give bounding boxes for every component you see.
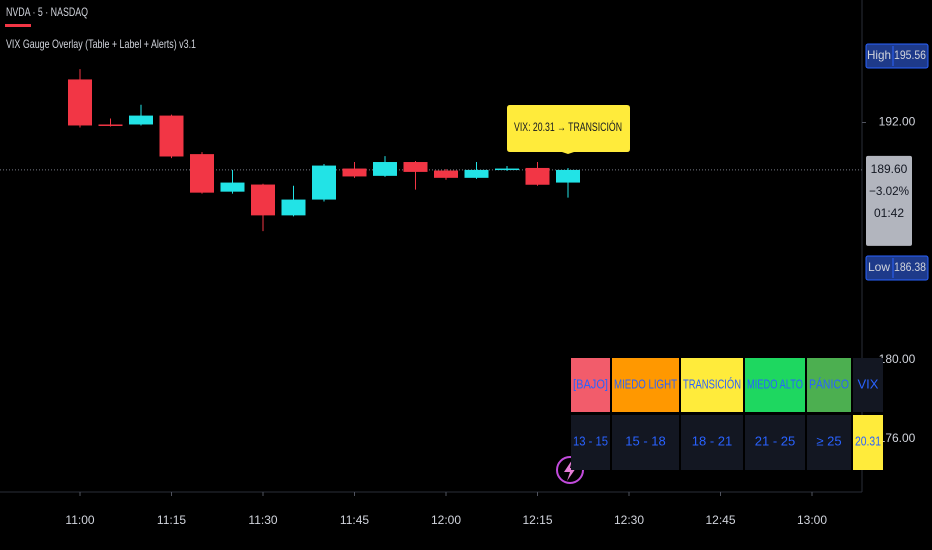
candle-body — [525, 167, 550, 185]
last-price-box — [866, 155, 912, 246]
candle-body — [68, 79, 92, 126]
candle-body — [464, 169, 489, 178]
low-value: 186.38 — [894, 260, 926, 274]
annotation-bubble — [507, 105, 630, 154]
bolt — [564, 460, 576, 481]
high-label-box — [865, 43, 929, 69]
table-cell — [745, 415, 805, 470]
table-cell-text: 15 - 18 — [625, 433, 665, 448]
table-cell-text: 18 - 21 — [692, 433, 732, 448]
indicator-name: VIX Gauge Overlay (Table + Label + Alert… — [6, 37, 196, 51]
x-tick-label: 11:15 — [157, 513, 186, 527]
last-price-change: −3.02% — [869, 184, 909, 198]
x-tick-label: 11:45 — [340, 513, 369, 527]
x-tick-label: 12:45 — [705, 513, 735, 527]
candle-body — [403, 162, 428, 172]
annotation-text: VIX: 20.31 → TRANSICIÓN — [514, 119, 622, 134]
x-tick-label: 12:00 — [431, 513, 461, 527]
symbol: NVDA · 5 · NASDAQ — [6, 5, 88, 19]
table-cell — [681, 415, 743, 470]
x-tick-label: 12:15 — [522, 513, 552, 527]
candle-body — [556, 169, 580, 183]
table-cell — [612, 415, 679, 470]
candle-body — [342, 168, 367, 177]
table-header-text: VIX — [858, 376, 879, 391]
table-header-cell — [745, 358, 805, 412]
low-name: Low — [868, 260, 890, 274]
candle-body — [312, 165, 336, 200]
candle-body — [190, 154, 214, 193]
table-cell — [807, 415, 851, 470]
table-header-cell — [681, 358, 743, 412]
candle-body — [434, 170, 458, 178]
table-header-text: TRANSICIÓN — [683, 376, 741, 391]
x-tick-label: 11:00 — [65, 513, 94, 527]
table-header-cell — [571, 358, 610, 412]
table-cell-text: ≥ 25 — [816, 433, 841, 448]
x-tick-label: 13:00 — [797, 513, 827, 527]
table-header-text: MIEDO LIGHT — [614, 376, 677, 391]
table-header-text: MIEDO ALTO — [747, 376, 803, 391]
x-tick-label: 11:30 — [248, 513, 277, 527]
table-header-cell — [612, 358, 679, 412]
table-cell-text: 20.31 — [855, 433, 881, 448]
y-tick-label: 176.00 — [879, 431, 916, 445]
candle-body — [251, 184, 275, 216]
y-tick-label: 192.00 — [879, 115, 916, 129]
table-header-cell — [807, 358, 851, 412]
high-name: High — [867, 48, 891, 62]
symbol-underline — [5, 24, 31, 27]
table-cell-text: 21 - 25 — [755, 433, 795, 448]
low-label-box — [865, 255, 929, 281]
candle-body — [281, 199, 306, 216]
last-price-label: 189.60 — [871, 162, 908, 176]
table-header-cell — [853, 358, 883, 412]
table-header-text: [BAJO] — [573, 376, 608, 391]
table-header-text: PÁNICO — [809, 376, 849, 391]
candle-body — [373, 162, 397, 176]
candle-body — [495, 168, 519, 171]
table-cell — [853, 415, 883, 470]
table-cell — [571, 415, 610, 470]
candle-body — [98, 124, 123, 126]
candle-body — [159, 115, 184, 157]
candle-body — [129, 115, 153, 125]
high-value: 195.56 — [894, 48, 926, 62]
last-price-countdown: 01:42 — [874, 206, 904, 220]
candle-body — [220, 182, 245, 192]
y-tick-label: 180.00 — [879, 352, 916, 366]
table-cell-text: 13 - 15 — [573, 433, 608, 448]
x-tick-label: 12:30 — [614, 513, 644, 527]
